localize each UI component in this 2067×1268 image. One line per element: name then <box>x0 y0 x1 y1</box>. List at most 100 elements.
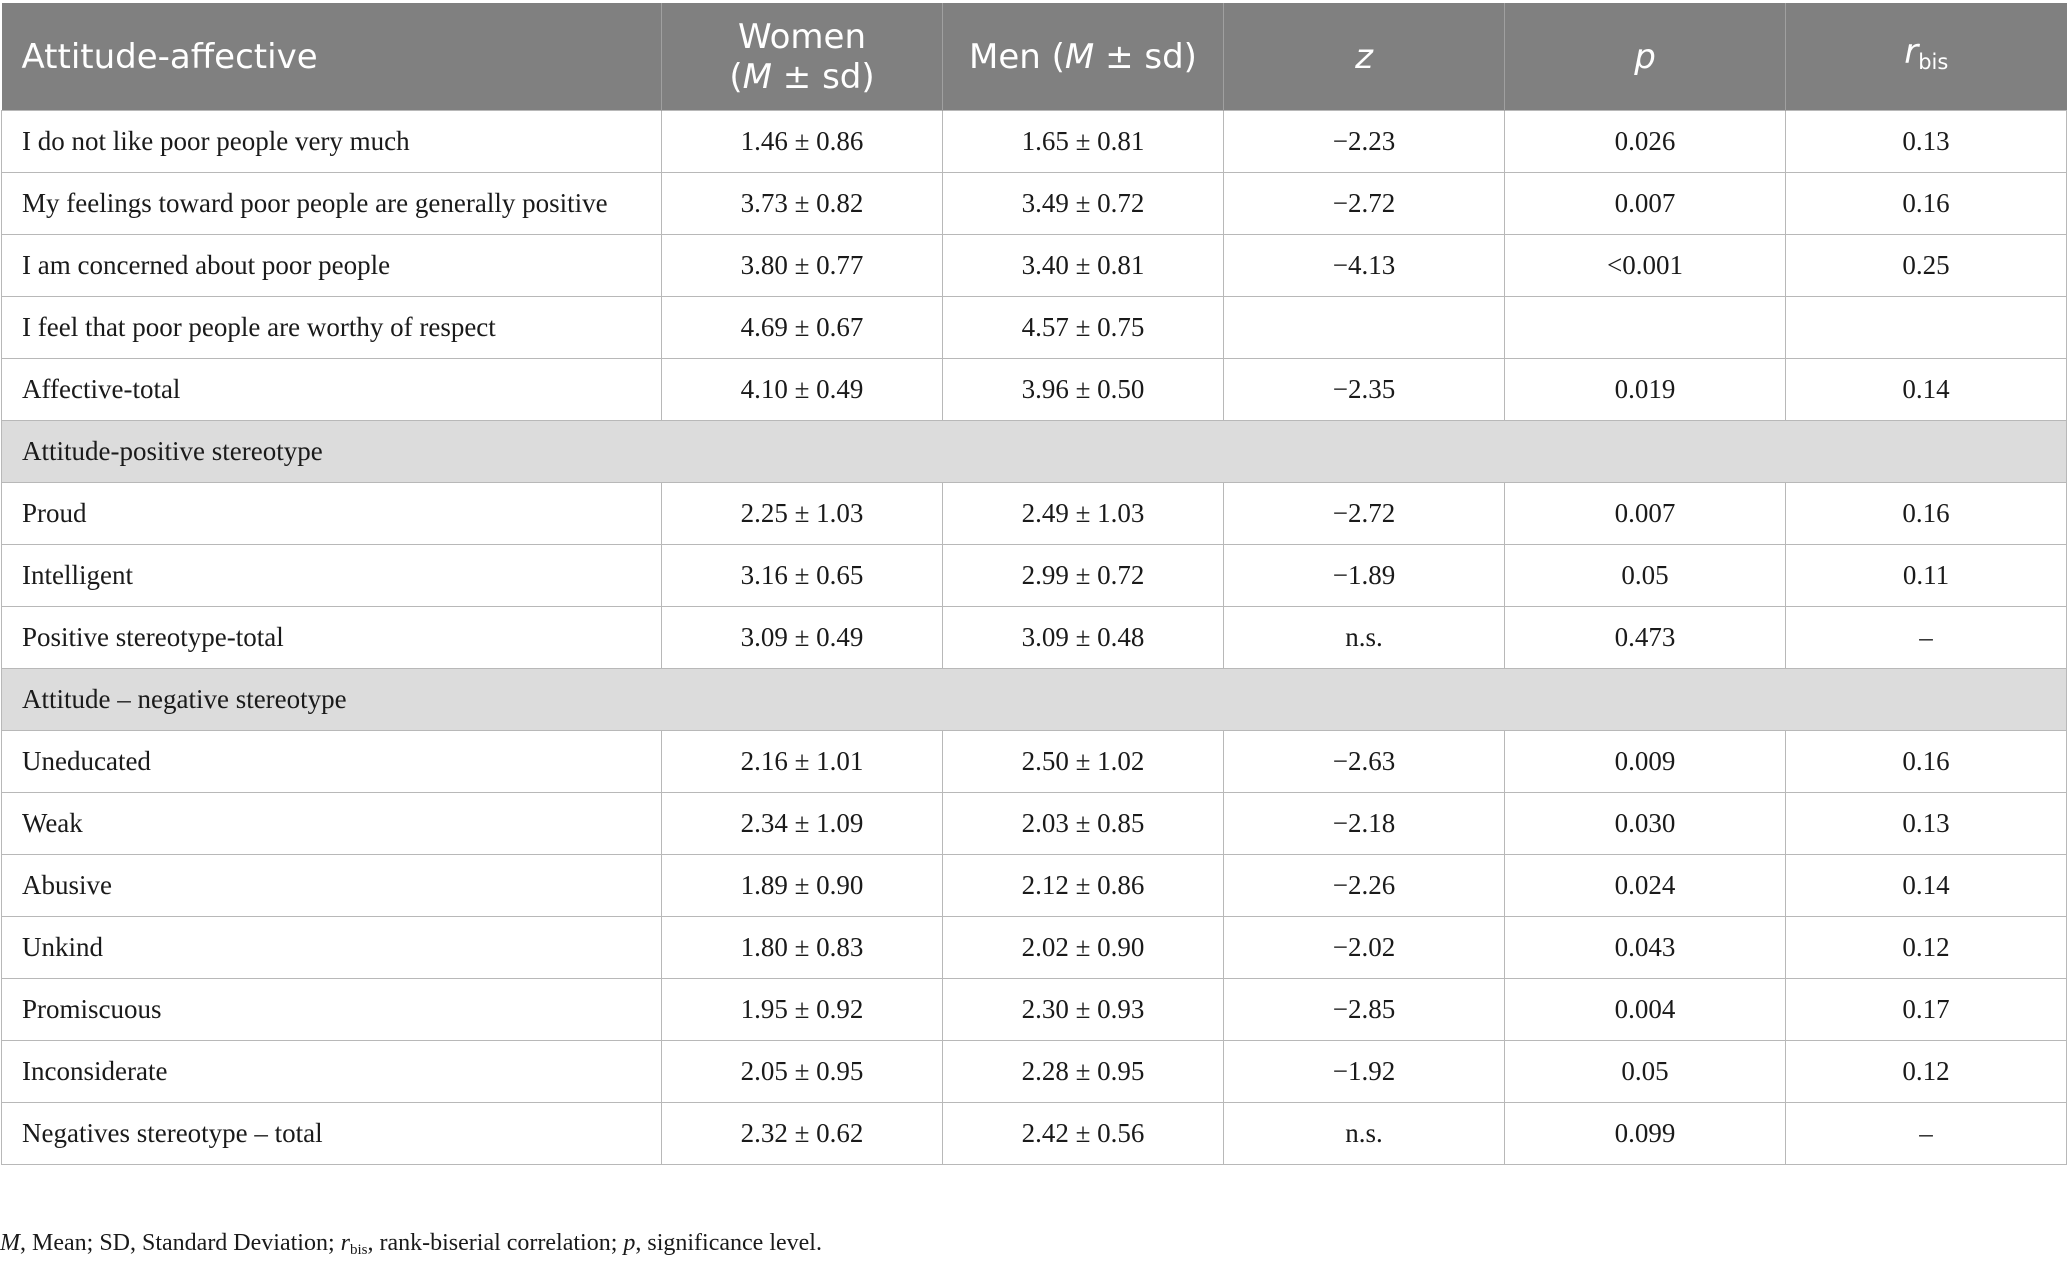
men-value: 2.02 ± 0.90 <box>942 916 1224 979</box>
header-p-label: p <box>1634 36 1656 77</box>
women-value: 1.95 ± 0.92 <box>661 978 943 1041</box>
men-value: 2.12 ± 0.86 <box>942 854 1224 917</box>
header-women: Women (M ± sd) <box>661 3 943 111</box>
rbis-value: – <box>1785 606 2067 669</box>
men-value: 1.65 ± 0.81 <box>942 110 1224 173</box>
women-value: 1.89 ± 0.90 <box>661 854 943 917</box>
section-header-row: Attitude – negative stereotype <box>1 668 2067 731</box>
section-label: Attitude-positive stereotype <box>1 420 2067 483</box>
header-women-rest: ± sd) <box>771 56 875 97</box>
men-value: 2.50 ± 1.02 <box>942 730 1224 793</box>
table-row: Affective-total 4.10 ± 0.49 3.96 ± 0.50 −2.… <box>1 358 2067 421</box>
header-z: z <box>1223 3 1505 111</box>
row-label: Positive stereotype-total <box>1 606 662 669</box>
row-label: Affective-total <box>1 358 662 421</box>
rbis-value: 0.13 <box>1785 110 2067 173</box>
men-value: 2.28 ± 0.95 <box>942 1040 1224 1103</box>
footnote-p: p <box>623 1230 636 1256</box>
table-row: Uneducated 2.16 ± 1.01 2.50 ± 1.02 −2.63 0.0… <box>1 730 2067 793</box>
header-women-open: ( <box>729 56 743 97</box>
men-value: 3.09 ± 0.48 <box>942 606 1224 669</box>
women-value: 2.25 ± 1.03 <box>661 482 943 545</box>
row-label: Inconsiderate <box>1 1040 662 1103</box>
row-label: Proud <box>1 482 662 545</box>
men-value: 2.03 ± 0.85 <box>942 792 1224 855</box>
footnote-r-sub: bis <box>349 1242 368 1258</box>
men-value: 2.30 ± 0.93 <box>942 978 1224 1041</box>
p-value <box>1504 296 1786 359</box>
p-value: 0.026 <box>1504 110 1786 173</box>
men-value: 3.49 ± 0.72 <box>942 172 1224 235</box>
header-women-line1: Women <box>737 16 866 57</box>
p-value: 0.099 <box>1504 1102 1786 1165</box>
footnote-r: r <box>340 1230 350 1256</box>
women-value: 2.32 ± 0.62 <box>661 1102 943 1165</box>
z-value: −2.72 <box>1223 482 1505 545</box>
header-attitude-affective: Attitude-affective <box>1 3 662 111</box>
table-row: Abusive 1.89 ± 0.90 2.12 ± 0.86 −2.26 0.024 0… <box>1 854 2067 917</box>
women-value: 4.69 ± 0.67 <box>661 296 943 359</box>
rbis-value: 0.14 <box>1785 358 2067 421</box>
p-value: 0.009 <box>1504 730 1786 793</box>
z-value: n.s. <box>1223 1102 1505 1165</box>
women-value: 2.05 ± 0.95 <box>661 1040 943 1103</box>
header-men-prefix: Men ( <box>969 36 1065 77</box>
women-value: 3.09 ± 0.49 <box>661 606 943 669</box>
row-label: Unkind <box>1 916 662 979</box>
rbis-value: 0.11 <box>1785 544 2067 607</box>
men-value: 2.42 ± 0.56 <box>942 1102 1224 1165</box>
women-value: 3.73 ± 0.82 <box>661 172 943 235</box>
footnote-p-text: , significance level. <box>635 1230 822 1256</box>
header-men-rest: ± sd) <box>1094 36 1197 77</box>
z-value: −2.26 <box>1223 854 1505 917</box>
z-value: −1.92 <box>1223 1040 1505 1103</box>
z-value: −2.02 <box>1223 916 1505 979</box>
table-container: Attitude-affective Women (M ± sd) Men (M… <box>0 3 2067 1165</box>
p-value: 0.007 <box>1504 172 1786 235</box>
p-value: 0.473 <box>1504 606 1786 669</box>
men-value: 2.99 ± 0.72 <box>942 544 1224 607</box>
p-value: 0.030 <box>1504 792 1786 855</box>
footnote-r-text: , rank-biserial correlation; <box>367 1230 624 1256</box>
z-value: −2.18 <box>1223 792 1505 855</box>
header-r-label: r <box>1904 31 1919 72</box>
z-value: −4.13 <box>1223 234 1505 297</box>
p-value: 0.043 <box>1504 916 1786 979</box>
z-value <box>1223 296 1505 359</box>
row-label: My feelings toward poor people are gener… <box>1 172 662 235</box>
z-value: −2.63 <box>1223 730 1505 793</box>
z-value: −2.23 <box>1223 110 1505 173</box>
men-value: 3.96 ± 0.50 <box>942 358 1224 421</box>
women-value: 4.10 ± 0.49 <box>661 358 943 421</box>
rbis-value: 0.16 <box>1785 482 2067 545</box>
p-value: 0.05 <box>1504 1040 1786 1103</box>
rbis-value: 0.13 <box>1785 792 2067 855</box>
table-body: I do not like poor people very much 1.46 … <box>1 110 2067 1165</box>
table-row: I do not like poor people very much 1.46 … <box>1 110 2067 173</box>
table-footnote: M, Mean; SD, Standard Deviation; rbis, r… <box>0 1230 2067 1259</box>
row-label: I am concerned about poor people <box>1 234 662 297</box>
table-row: Positive stereotype-total 3.09 ± 0.49 3.09… <box>1 606 2067 669</box>
row-label: I do not like poor people very much <box>1 110 662 173</box>
header-z-label: z <box>1355 36 1373 77</box>
table-row: My feelings toward poor people are gener… <box>1 172 2067 235</box>
section-header-row: Attitude-positive stereotype <box>1 420 2067 483</box>
section-label: Attitude – negative stereotype <box>1 668 2067 731</box>
header-men-m: M <box>1064 36 1095 77</box>
p-value: 0.019 <box>1504 358 1786 421</box>
rbis-value: 0.25 <box>1785 234 2067 297</box>
women-value: 1.80 ± 0.83 <box>661 916 943 979</box>
row-label: Uneducated <box>1 730 662 793</box>
table-header-row: Attitude-affective Women (M ± sd) Men (M… <box>1 3 2067 111</box>
table-row: I feel that poor people are worthy of re… <box>1 296 2067 359</box>
p-value: <0.001 <box>1504 234 1786 297</box>
header-men: Men (M ± sd) <box>942 3 1224 111</box>
header-attitude-label: Attitude-affective <box>21 36 318 77</box>
women-value: 3.16 ± 0.65 <box>661 544 943 607</box>
p-value: 0.004 <box>1504 978 1786 1041</box>
footnote-m-text: , Mean; SD, Standard Deviation; <box>20 1230 341 1256</box>
men-value: 4.57 ± 0.75 <box>942 296 1224 359</box>
z-value: −2.72 <box>1223 172 1505 235</box>
row-label: Weak <box>1 792 662 855</box>
table-row: I am concerned about poor people 3.80 ± 0… <box>1 234 2067 297</box>
